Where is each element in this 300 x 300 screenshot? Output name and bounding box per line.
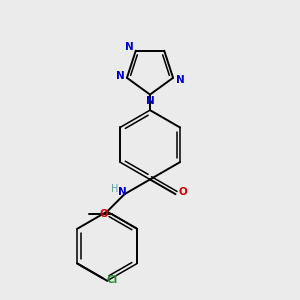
Text: O: O (100, 209, 108, 219)
Text: N: N (146, 96, 154, 106)
Text: O: O (179, 188, 188, 197)
Text: H: H (111, 184, 118, 194)
Text: Cl: Cl (107, 275, 118, 285)
Text: N: N (125, 42, 134, 52)
Text: N: N (116, 71, 124, 81)
Text: N: N (176, 75, 184, 85)
Text: N: N (118, 188, 127, 197)
